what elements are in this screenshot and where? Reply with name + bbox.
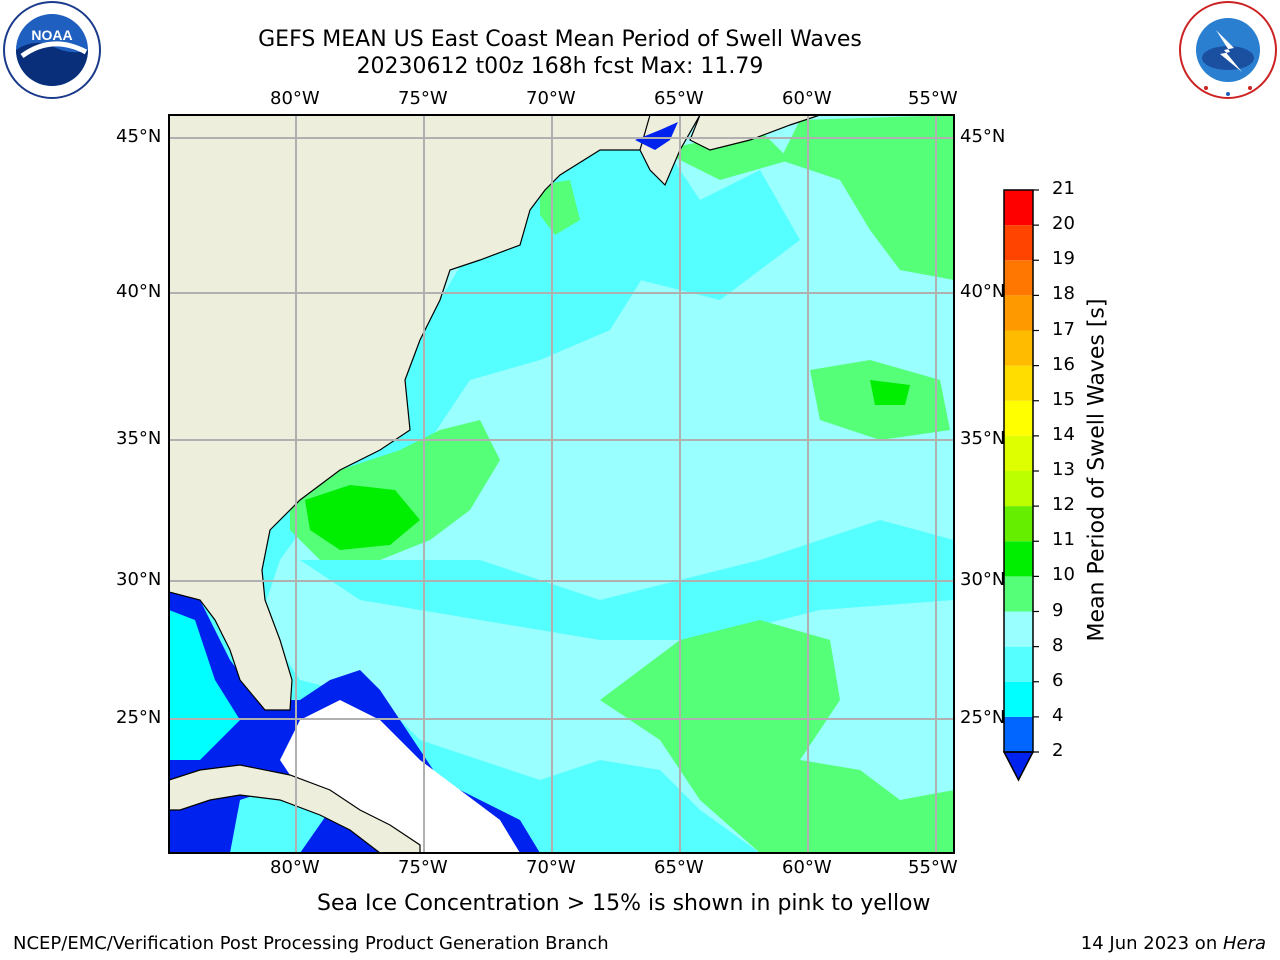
colorbar-segment xyxy=(1004,295,1033,331)
colorbar-segment xyxy=(1004,611,1033,647)
lon-label-top: 75°W xyxy=(398,88,448,109)
swell-region-2-4 xyxy=(635,122,678,150)
lat-label-right: 45°N xyxy=(960,126,1006,147)
lon-label-top: 60°W xyxy=(782,88,832,109)
footer-credit: NCEP/EMC/Verification Post Processing Pr… xyxy=(13,933,609,954)
swell-region-4-6 xyxy=(169,610,240,760)
colorbar-segment xyxy=(1004,400,1033,436)
colorbar-tick-label: 6 xyxy=(1052,669,1064,691)
colorbar-tick-label: 8 xyxy=(1052,634,1064,656)
lon-label-top: 70°W xyxy=(526,88,576,109)
lat-label-left: 30°N xyxy=(116,569,162,590)
swell-region-9-10 xyxy=(305,485,420,550)
lon-label-top: 80°W xyxy=(270,88,320,109)
sea-ice-note-text: Sea Ice Concentration > 15% is shown in … xyxy=(317,891,931,916)
colorbar-tick-label: 2 xyxy=(1052,740,1064,761)
lat-label-left: 40°N xyxy=(116,281,162,302)
lat-label-right: 30°N xyxy=(960,569,1006,590)
lon-label-bottom: 80°W xyxy=(270,857,320,878)
colorbar-segment xyxy=(1004,541,1033,577)
noaa-logo: NOAA xyxy=(3,1,101,99)
land xyxy=(169,115,672,711)
colorbar-tick-label: 14 xyxy=(1052,423,1075,445)
colorbar-tick-label: 11 xyxy=(1052,529,1075,551)
land xyxy=(689,115,821,151)
footer-date-text: 14 Jun 2023 on xyxy=(1080,933,1223,954)
chart-title: GEFS MEAN US East Coast Mean Period of S… xyxy=(258,27,862,52)
colorbar-segment xyxy=(1004,506,1033,542)
colorbar-label: Mean Period of Swell Waves [s] xyxy=(1084,298,1110,642)
colorbar-tick-label: 21 xyxy=(1052,178,1075,199)
lon-label-bottom: 65°W xyxy=(654,857,704,878)
colorbar-segment xyxy=(1004,576,1033,612)
nws-logo xyxy=(1179,1,1277,99)
colorbar-segment xyxy=(1004,646,1033,682)
swell-region-9-10 xyxy=(600,620,954,853)
colorbar-segment xyxy=(1004,330,1033,366)
colorbar-segment xyxy=(1004,681,1033,717)
colorbar-tick-label: 13 xyxy=(1052,459,1075,480)
lat-label-left: 35°N xyxy=(116,428,162,449)
swell-region-6-8 xyxy=(169,120,760,853)
colorbar-tick-label: 9 xyxy=(1052,599,1064,621)
colorbar-segment xyxy=(1004,260,1033,296)
colorbar-tick-label: 10 xyxy=(1052,564,1075,586)
lon-label-bottom: 70°W xyxy=(526,857,576,878)
colorbar-tick-label: 18 xyxy=(1052,283,1075,305)
footer-date: 14 Jun 2023 on Hera xyxy=(1081,933,1266,954)
swell-region-6-8 xyxy=(300,520,954,640)
colorbar-tick-label: 17 xyxy=(1052,318,1075,340)
colorbar-under-arrow xyxy=(1002,751,1035,782)
lat-label-left: 45°N xyxy=(116,126,162,147)
lon-label-top: 55°W xyxy=(908,88,958,109)
map-frame xyxy=(168,114,955,854)
lat-label-left: 25°N xyxy=(116,707,162,728)
footer-machine: Hera xyxy=(1222,933,1266,954)
colorbar-segment xyxy=(1004,471,1033,507)
lat-label-right: 35°N xyxy=(960,428,1006,449)
land xyxy=(169,764,421,853)
lon-label-bottom: 60°W xyxy=(782,857,832,878)
noaa-logo-text: NOAA xyxy=(31,27,72,43)
lon-label-top: 65°W xyxy=(654,88,704,109)
lat-label-right: 25°N xyxy=(960,707,1006,728)
colorbar-tick-label: 16 xyxy=(1052,353,1075,375)
swell-region-9-10 xyxy=(870,380,910,405)
colorbar-tick-label: 12 xyxy=(1052,494,1075,516)
colorbar-segment xyxy=(1004,716,1033,752)
colorbar-tick-label: 4 xyxy=(1052,704,1064,726)
colorbar-segment xyxy=(1004,225,1033,261)
colorbar-tick-label: 19 xyxy=(1052,248,1075,270)
lon-label-bottom: 75°W xyxy=(398,857,448,878)
swell-region-9-10 xyxy=(540,180,580,235)
lat-label-right: 40°N xyxy=(960,281,1006,302)
chart-subtitle: 20230612 t00z 168h fcst Max: 11.79 xyxy=(356,54,764,79)
colorbar-segment xyxy=(1004,435,1033,471)
colorbar-tick-label: 20 xyxy=(1052,213,1075,235)
graticule xyxy=(169,115,954,853)
colorbar-tick-label: 15 xyxy=(1052,388,1075,410)
swell-region-9-10 xyxy=(780,115,954,280)
colorbar xyxy=(1002,189,1039,782)
swell-region-9-10 xyxy=(660,130,790,180)
colorbar-segment xyxy=(1004,365,1033,401)
lon-label-bottom: 55°W xyxy=(908,857,958,878)
colorbar-segment xyxy=(1004,190,1033,226)
